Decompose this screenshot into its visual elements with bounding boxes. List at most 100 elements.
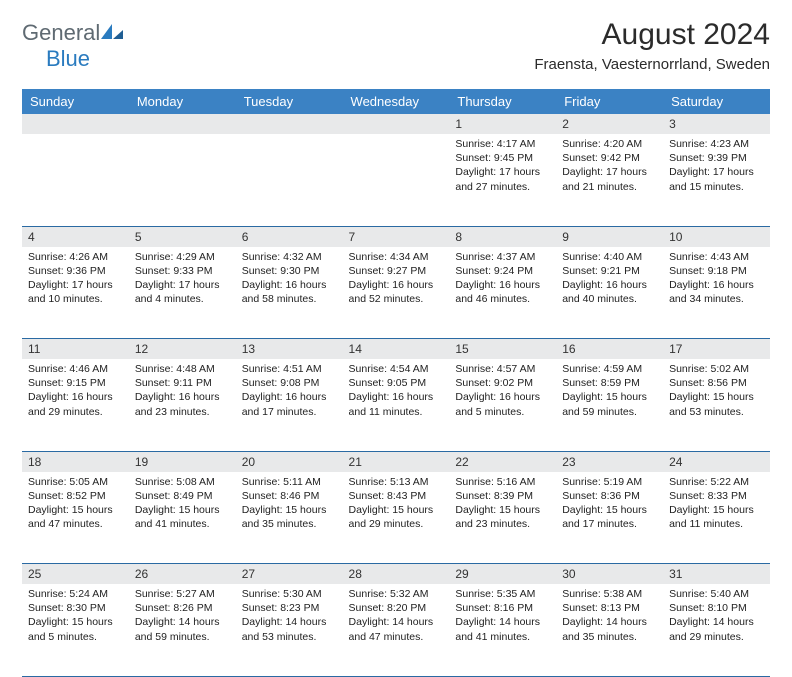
sunset-text: Sunset: 9:24 PM	[455, 264, 550, 278]
day-number-cell: 20	[236, 451, 343, 472]
sunset-text: Sunset: 8:33 PM	[669, 489, 764, 503]
day-number-cell: 29	[449, 564, 556, 585]
day-content-row: Sunrise: 4:17 AMSunset: 9:45 PMDaylight:…	[22, 134, 770, 226]
sunrise-text: Sunrise: 4:29 AM	[135, 250, 230, 264]
day-content-row: Sunrise: 5:05 AMSunset: 8:52 PM Daylight:…	[22, 472, 770, 564]
sunset-text: Sunset: 8:59 PM	[562, 376, 657, 390]
sunset-text: Sunset: 9:15 PM	[28, 376, 123, 390]
logo-text: General Blue	[22, 20, 123, 72]
day-header: Wednesday	[343, 89, 450, 114]
daylight-text: Daylight: 16 hours and 23 minutes.	[135, 390, 230, 418]
sunrise-text: Sunrise: 4:46 AM	[28, 362, 123, 376]
daylight-text: Daylight: 16 hours and 29 minutes.	[28, 390, 123, 418]
calendar-table: SundayMondayTuesdayWednesdayThursdayFrid…	[22, 89, 770, 677]
day-content-cell: Sunrise: 4:51 AMSunset: 9:08 PMDaylight:…	[236, 359, 343, 451]
day-number-cell: 25	[22, 564, 129, 585]
day-number-cell: 22	[449, 451, 556, 472]
day-number-cell: 6	[236, 226, 343, 247]
sunset-text: Sunset: 8:39 PM	[455, 489, 550, 503]
sunset-text: Sunset: 8:20 PM	[349, 601, 444, 615]
day-content-cell: Sunrise: 4:17 AMSunset: 9:45 PMDaylight:…	[449, 134, 556, 226]
sunrise-text: Sunrise: 4:57 AM	[455, 362, 550, 376]
day-number-cell: 19	[129, 451, 236, 472]
day-number-cell: 15	[449, 339, 556, 360]
sunrise-text: Sunrise: 5:19 AM	[562, 475, 657, 489]
day-content-cell: Sunrise: 4:20 AMSunset: 9:42 PMDaylight:…	[556, 134, 663, 226]
sunset-text: Sunset: 8:43 PM	[349, 489, 444, 503]
day-content-cell: Sunrise: 5:22 AMSunset: 8:33 PMDaylight:…	[663, 472, 770, 564]
daylight-text: Daylight: 14 hours and 59 minutes.	[135, 615, 230, 643]
day-number-cell: 5	[129, 226, 236, 247]
day-number-cell: 8	[449, 226, 556, 247]
daylight-text: Daylight: 16 hours and 5 minutes.	[455, 390, 550, 418]
sunset-text: Sunset: 8:26 PM	[135, 601, 230, 615]
sunset-text: Sunset: 9:08 PM	[242, 376, 337, 390]
sunrise-text: Sunrise: 4:23 AM	[669, 137, 764, 151]
sunrise-text: Sunrise: 5:02 AM	[669, 362, 764, 376]
day-number-cell: 3	[663, 114, 770, 134]
day-number-cell: 16	[556, 339, 663, 360]
day-number-cell: 31	[663, 564, 770, 585]
day-number-row: 123	[22, 114, 770, 134]
sunrise-text: Sunrise: 4:40 AM	[562, 250, 657, 264]
sunset-text: Sunset: 9:18 PM	[669, 264, 764, 278]
day-content-cell: Sunrise: 5:11 AMSunset: 8:46 PMDaylight:…	[236, 472, 343, 564]
sunrise-text: Sunrise: 5:30 AM	[242, 587, 337, 601]
day-number-cell: 28	[343, 564, 450, 585]
sunrise-text: Sunrise: 4:43 AM	[669, 250, 764, 264]
day-header: Monday	[129, 89, 236, 114]
day-number-cell: 26	[129, 564, 236, 585]
sunrise-text: Sunrise: 4:34 AM	[349, 250, 444, 264]
sunrise-text: Sunrise: 5:16 AM	[455, 475, 550, 489]
sunrise-text: Sunrise: 4:54 AM	[349, 362, 444, 376]
sunrise-text: Sunrise: 5:05 AM	[28, 475, 123, 489]
daylight-text: Daylight: 16 hours and 46 minutes.	[455, 278, 550, 306]
daylight-text: Daylight: 15 hours and 35 minutes.	[242, 503, 337, 531]
day-content-cell: Sunrise: 4:40 AMSunset: 9:21 PMDaylight:…	[556, 247, 663, 339]
day-number-cell: 14	[343, 339, 450, 360]
day-content-cell: Sunrise: 5:13 AMSunset: 8:43 PMDaylight:…	[343, 472, 450, 564]
sunset-text: Sunset: 8:52 PM	[28, 489, 123, 503]
sunrise-text: Sunrise: 5:11 AM	[242, 475, 337, 489]
daylight-text: Daylight: 16 hours and 34 minutes.	[669, 278, 764, 306]
day-content-row: Sunrise: 4:26 AMSunset: 9:36 PMDaylight:…	[22, 247, 770, 339]
daylight-text: Daylight: 16 hours and 58 minutes.	[242, 278, 337, 306]
day-content-cell: Sunrise: 4:59 AMSunset: 8:59 PMDaylight:…	[556, 359, 663, 451]
sunrise-text: Sunrise: 4:17 AM	[455, 137, 550, 151]
day-number-cell: 2	[556, 114, 663, 134]
daylight-text: Daylight: 15 hours and 17 minutes.	[562, 503, 657, 531]
sunset-text: Sunset: 9:36 PM	[28, 264, 123, 278]
day-content-cell	[129, 134, 236, 226]
day-header: Saturday	[663, 89, 770, 114]
day-content-cell: Sunrise: 5:19 AMSunset: 8:36 PMDaylight:…	[556, 472, 663, 564]
sunset-text: Sunset: 9:02 PM	[455, 376, 550, 390]
day-content-cell: Sunrise: 5:08 AMSunset: 8:49 PMDaylight:…	[129, 472, 236, 564]
day-number-cell: 18	[22, 451, 129, 472]
daylight-text: Daylight: 14 hours and 35 minutes.	[562, 615, 657, 643]
day-number-cell: 7	[343, 226, 450, 247]
day-content-cell: Sunrise: 4:57 AMSunset: 9:02 PMDaylight:…	[449, 359, 556, 451]
sunset-text: Sunset: 8:23 PM	[242, 601, 337, 615]
day-number-cell	[22, 114, 129, 134]
daylight-text: Daylight: 14 hours and 29 minutes.	[669, 615, 764, 643]
day-content-cell: Sunrise: 4:29 AMSunset: 9:33 PMDaylight:…	[129, 247, 236, 339]
sunset-text: Sunset: 8:46 PM	[242, 489, 337, 503]
sunrise-text: Sunrise: 5:38 AM	[562, 587, 657, 601]
day-number-cell: 11	[22, 339, 129, 360]
day-content-cell: Sunrise: 4:48 AMSunset: 9:11 PMDaylight:…	[129, 359, 236, 451]
sunrise-text: Sunrise: 5:35 AM	[455, 587, 550, 601]
day-content-cell: Sunrise: 5:40 AMSunset: 8:10 PMDaylight:…	[663, 584, 770, 676]
day-number-cell	[343, 114, 450, 134]
month-title: August 2024	[534, 18, 770, 52]
logo-word-blue: Blue	[46, 46, 90, 71]
sunset-text: Sunset: 8:16 PM	[455, 601, 550, 615]
day-content-cell: Sunrise: 5:02 AMSunset: 8:56 PMDaylight:…	[663, 359, 770, 451]
day-header: Thursday	[449, 89, 556, 114]
day-content-cell: Sunrise: 5:30 AMSunset: 8:23 PMDaylight:…	[236, 584, 343, 676]
sunrise-text: Sunrise: 4:20 AM	[562, 137, 657, 151]
day-number-cell: 17	[663, 339, 770, 360]
sunset-text: Sunset: 9:33 PM	[135, 264, 230, 278]
sunset-text: Sunset: 9:21 PM	[562, 264, 657, 278]
title-area: August 2024 Fraensta, Vaesternorrland, S…	[534, 18, 770, 73]
day-content-cell: Sunrise: 4:32 AMSunset: 9:30 PMDaylight:…	[236, 247, 343, 339]
